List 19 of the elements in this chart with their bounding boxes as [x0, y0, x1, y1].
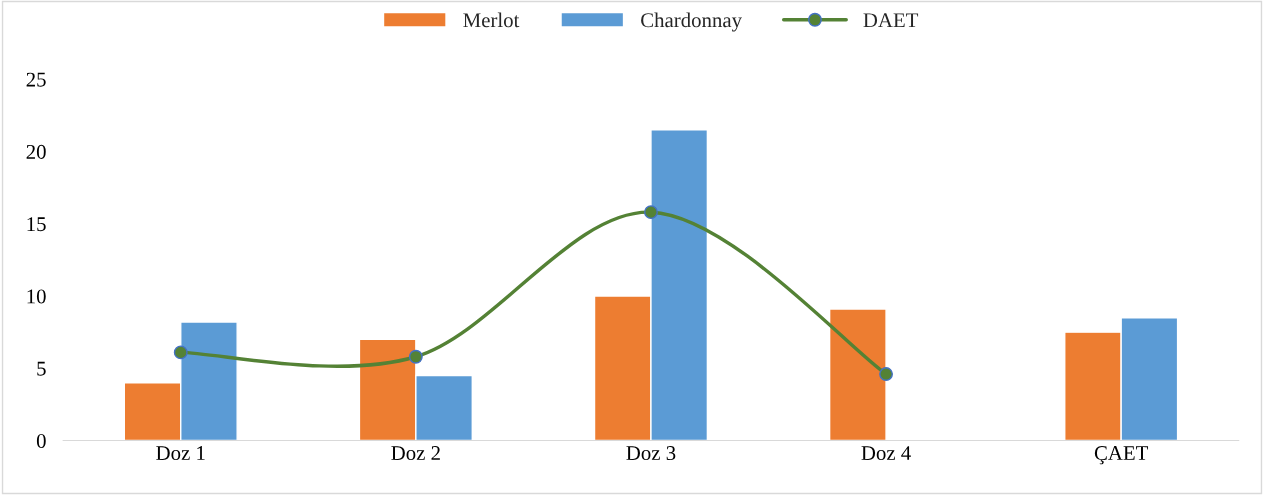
legend-label: DAET: [863, 13, 919, 28]
y-tick-label: 5: [37, 361, 46, 376]
x-tick-label: Doz 2: [391, 446, 440, 461]
y-tick-label: 15: [27, 217, 46, 232]
y-tick-label: 10: [27, 289, 46, 304]
x-tick-label: ÇAET: [1094, 446, 1149, 465]
point: [173, 345, 188, 360]
legend-label: Chardonnay: [641, 12, 742, 32]
x-tick-label: Doz 3: [626, 446, 676, 461]
bar: [828, 308, 887, 441]
y-tick-label: 25: [26, 72, 46, 87]
x-tick-label: Doz 4: [861, 446, 911, 461]
x-tick-label: Doz 1: [156, 446, 205, 461]
y-tick-label: 20: [26, 144, 46, 159]
y-tick-label: 0: [36, 433, 46, 448]
point: [408, 349, 423, 364]
point: [644, 205, 658, 220]
point: [879, 367, 894, 382]
legend-label: Merlot: [463, 12, 520, 28]
